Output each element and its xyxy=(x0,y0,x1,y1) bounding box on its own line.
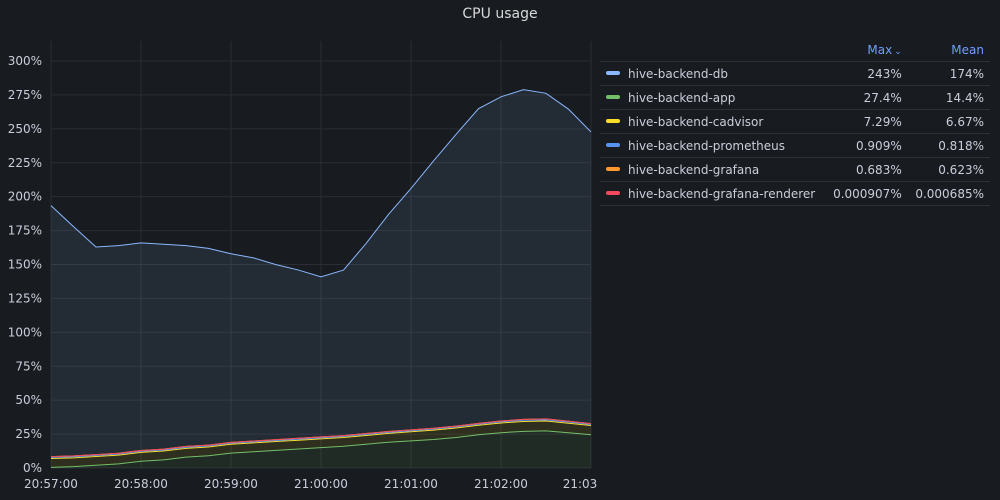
series-line xyxy=(50,420,592,459)
x-tick-label: 21:00:00 xyxy=(294,477,348,491)
legend-row[interactable]: hive-backend-grafana-renderer 0.000907% 0.… xyxy=(600,181,990,206)
series-mean-value: 14.4% xyxy=(907,85,990,110)
legend-row[interactable]: hive-backend-db 243% 174% xyxy=(600,61,990,86)
y-tick-label: 175% xyxy=(8,224,42,238)
x-tick-label: 21:02:00 xyxy=(474,477,528,491)
legend-series-cell: hive-backend-cadvisor xyxy=(600,109,826,134)
series-name[interactable]: hive-backend-grafana xyxy=(628,162,760,177)
series-line xyxy=(50,419,592,458)
y-tick-label: 300% xyxy=(8,54,42,68)
series-name[interactable]: hive-backend-grafana-renderer xyxy=(628,186,816,201)
series-mean-value: 174% xyxy=(907,61,990,86)
series-mean-value: 0.000685% xyxy=(907,181,990,206)
legend-series-cell: hive-backend-prometheus xyxy=(600,133,826,158)
series-max-value: 0.000907% xyxy=(825,181,908,206)
x-tick-label: 20:59:00 xyxy=(204,477,258,491)
x-tick-label: 20:57:00 xyxy=(24,477,78,491)
y-tick-label: 275% xyxy=(8,88,42,102)
x-tick-label: 21:03 xyxy=(563,477,598,491)
series-name[interactable]: hive-backend-cadvisor xyxy=(628,114,764,129)
legend-rows: hive-backend-db 243% 174% hive-backend-app 2… xyxy=(600,61,990,206)
x-tick-label: 20:58:00 xyxy=(114,477,168,491)
chevron-down-icon: ⌄ xyxy=(894,47,902,57)
series-color-swatch[interactable] xyxy=(606,95,620,99)
series-lines xyxy=(50,89,592,468)
series-mean-value: 6.67% xyxy=(907,109,990,134)
legend-series-cell: hive-backend-app xyxy=(600,85,826,110)
series-mean-value: 0.818% xyxy=(907,133,990,158)
series-max-value: 0.683% xyxy=(825,157,908,182)
series-color-swatch[interactable] xyxy=(606,119,620,123)
series-line xyxy=(50,89,592,278)
legend-series-cell: hive-backend-db xyxy=(600,61,826,86)
series-max-value: 27.4% xyxy=(825,85,908,110)
series-mean-value: 0.623% xyxy=(907,157,990,182)
legend-series-cell: hive-backend-grafana-renderer xyxy=(600,181,826,206)
max-column-label: Max xyxy=(867,43,893,57)
sort-by-mean-button[interactable]: Mean xyxy=(908,40,990,62)
series-color-swatch[interactable] xyxy=(606,71,620,75)
series-max-value: 7.29% xyxy=(825,109,908,134)
legend-name-header xyxy=(600,40,826,62)
series-area xyxy=(51,89,591,457)
y-tick-label: 0% xyxy=(23,461,42,475)
y-tick-label: 125% xyxy=(8,291,42,305)
series-name[interactable]: hive-backend-app xyxy=(628,90,736,105)
y-tick-label: 75% xyxy=(15,359,42,373)
legend-header: Max ⌄ Mean xyxy=(600,40,990,62)
x-axis-ticks: 20:57:00 20:58:00 20:59:00 21:00:00 21:01:00… xyxy=(24,477,597,491)
y-tick-label: 100% xyxy=(8,325,42,339)
series-color-swatch[interactable] xyxy=(606,167,620,171)
legend-row[interactable]: hive-backend-app 27.4% 14.4% xyxy=(600,85,990,110)
y-tick-label: 50% xyxy=(15,393,42,407)
series-areas xyxy=(51,89,591,468)
x-tick-label: 21:01:00 xyxy=(384,477,438,491)
y-tick-label: 150% xyxy=(8,258,42,272)
sort-by-max-button[interactable]: Max ⌄ xyxy=(826,40,908,62)
grid-lines xyxy=(50,41,592,469)
panel-title[interactable]: CPU usage xyxy=(462,6,538,22)
series-color-swatch[interactable] xyxy=(606,143,620,147)
series-max-value: 0.909% xyxy=(825,133,908,158)
series-max-value: 243% xyxy=(825,61,908,86)
y-axis-ticks: 0% 25% 50% 75% 100% 125% 150% 175% 200% 225% 250% 2… xyxy=(8,54,42,475)
y-tick-label: 225% xyxy=(8,156,42,170)
mean-column-label: Mean xyxy=(951,43,984,57)
series-area xyxy=(51,421,591,468)
series-name[interactable]: hive-backend-db xyxy=(628,66,729,81)
y-tick-label: 25% xyxy=(15,427,42,441)
legend-row[interactable]: hive-backend-cadvisor 7.29% 6.67% xyxy=(600,109,990,134)
y-tick-label: 250% xyxy=(8,122,42,136)
series-line xyxy=(50,430,592,468)
legend-row[interactable]: hive-backend-prometheus 0.909% 0.818% xyxy=(600,133,990,158)
y-tick-label: 200% xyxy=(8,190,42,204)
series-color-swatch[interactable] xyxy=(606,191,620,195)
series-name[interactable]: hive-backend-prometheus xyxy=(628,138,786,153)
legend-series-cell: hive-backend-grafana xyxy=(600,157,826,182)
legend-table: Max ⌄ Mean hive-backend-db 243% 174% hive-ba… xyxy=(600,40,990,206)
series-area xyxy=(51,430,591,468)
cpu-usage-chart: 0% 25% 50% 75% 100% 125% 150% 175% 200% 225% 250% 2… xyxy=(8,41,597,491)
series-line xyxy=(50,418,592,458)
legend-row[interactable]: hive-backend-grafana 0.683% 0.623% xyxy=(600,157,990,182)
